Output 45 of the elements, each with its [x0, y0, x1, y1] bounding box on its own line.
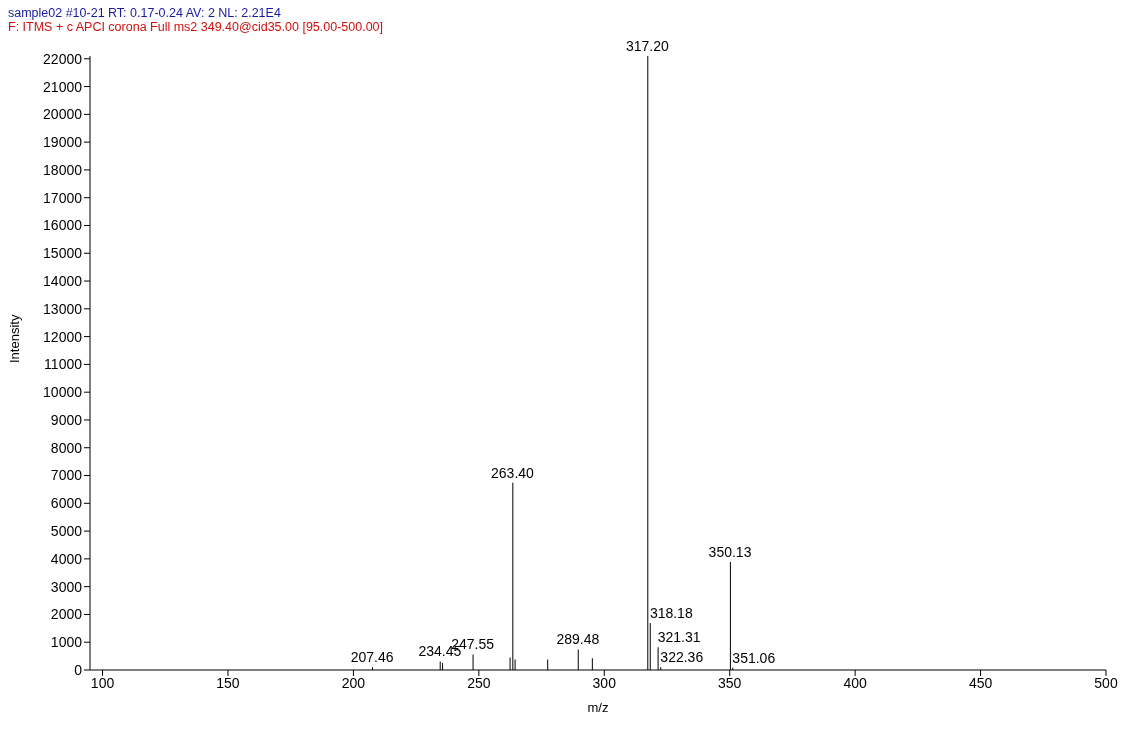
x-tick-label: 500 — [1094, 674, 1118, 691]
y-tick-label: 1000 — [50, 634, 83, 651]
y-tick-label: 12000 — [43, 328, 83, 345]
y-tick-label: 18000 — [43, 161, 83, 178]
y-tick-label: 5000 — [50, 523, 83, 540]
x-tick-label: 150 — [216, 674, 240, 691]
x-tick-label: 300 — [592, 674, 617, 691]
x-tick-label: 100 — [90, 674, 115, 691]
chart-subtitle: F: ITMS + c APCI corona Full ms2 349.40@cid35.00 [95.00-500.00] — [8, 20, 385, 34]
annotation: 350.13 — [708, 543, 752, 560]
y-tick-label: 7000 — [50, 467, 83, 484]
y-tick-label: 8000 — [50, 439, 83, 456]
y-tick-label: 22000 — [43, 50, 83, 67]
y-tick-label: 2000 — [50, 606, 83, 623]
y-tick-label: 16000 — [43, 217, 83, 234]
y-axis-title: Intensity — [6, 314, 22, 363]
annotation: 318.18 — [649, 605, 693, 622]
x-tick-label: 400 — [843, 674, 868, 691]
annotation: 321.31 — [657, 629, 701, 646]
y-tick-label: 3000 — [50, 578, 83, 595]
annotation: 322.36 — [660, 649, 704, 666]
x-tick-label: 350 — [718, 674, 742, 691]
y-tick-label: 0 — [74, 661, 83, 678]
y-tick-label: 21000 — [43, 78, 83, 95]
y-tick-label: 17000 — [43, 189, 83, 206]
annotation: 263.40 — [491, 464, 535, 481]
annotation: 351.06 — [732, 649, 776, 666]
y-tick-label: 4000 — [50, 550, 83, 567]
y-tick-label: 10000 — [43, 384, 83, 401]
x-tick-label: 250 — [467, 674, 491, 691]
annotation: 207.46 — [350, 649, 394, 666]
y-tick-label: 11000 — [44, 356, 83, 373]
x-axis-title: m/z — [587, 700, 609, 715]
chart-title: sample02 #10-21 RT: 0.17-0.24 AV: 2 NL: 2.21E4 — [8, 6, 282, 20]
y-tick-label: 20000 — [43, 106, 83, 123]
y-tick-label: 13000 — [43, 300, 83, 317]
annotation: 317.20 — [626, 38, 670, 54]
x-tick-label: 450 — [968, 674, 993, 691]
x-tick-label: 200 — [341, 674, 366, 691]
y-tick-label: 14000 — [43, 273, 83, 290]
y-tick-label: 6000 — [50, 495, 83, 512]
y-tick-label: 9000 — [50, 411, 83, 428]
y-tick-label: 15000 — [43, 245, 83, 262]
y-tick-label: 19000 — [43, 134, 83, 151]
annotation: 289.48 — [556, 631, 600, 648]
